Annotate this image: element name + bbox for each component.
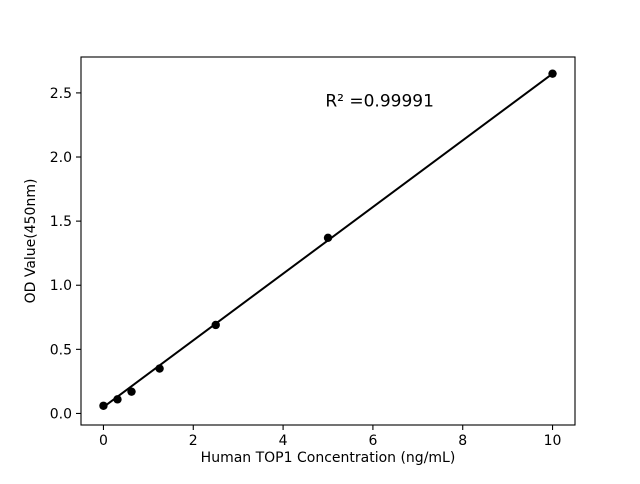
data-point (323, 233, 333, 242)
data-point (211, 320, 220, 330)
y-axis-ticks: 0.0 0.5 1.0 1.5 2.0 2.5 (50, 86, 81, 422)
y-tick-label: 2.5 (50, 86, 72, 102)
data-point (548, 69, 557, 78)
y-axis-label: OD Value(450nm) (23, 179, 39, 304)
x-tick-label: 10 (544, 433, 562, 449)
data-points (99, 69, 557, 410)
x-tick-label: 0 (99, 433, 108, 449)
x-tick-label: 4 (279, 433, 288, 449)
x-axis-ticks: 0 2 4 6 8 10 (99, 425, 561, 449)
x-tick-label: 2 (189, 433, 198, 449)
data-point (155, 364, 164, 373)
y-tick-label: 1.5 (50, 214, 72, 230)
r-squared-annotation: R² =0.99991 (325, 92, 434, 112)
data-point (113, 395, 122, 404)
y-tick-label: 2.0 (50, 150, 72, 166)
y-tick-label: 1.0 (50, 278, 72, 294)
x-tick-label: 6 (368, 433, 377, 449)
plot-frame (80, 56, 576, 426)
x-axis-label: Human TOP1 Concentration (ng/mL) (201, 450, 456, 466)
y-tick-label: 0.5 (50, 342, 72, 358)
data-point (99, 401, 108, 410)
data-point (127, 387, 136, 396)
x-tick-label: 8 (458, 433, 467, 449)
y-tick-label: 0.0 (50, 406, 72, 422)
